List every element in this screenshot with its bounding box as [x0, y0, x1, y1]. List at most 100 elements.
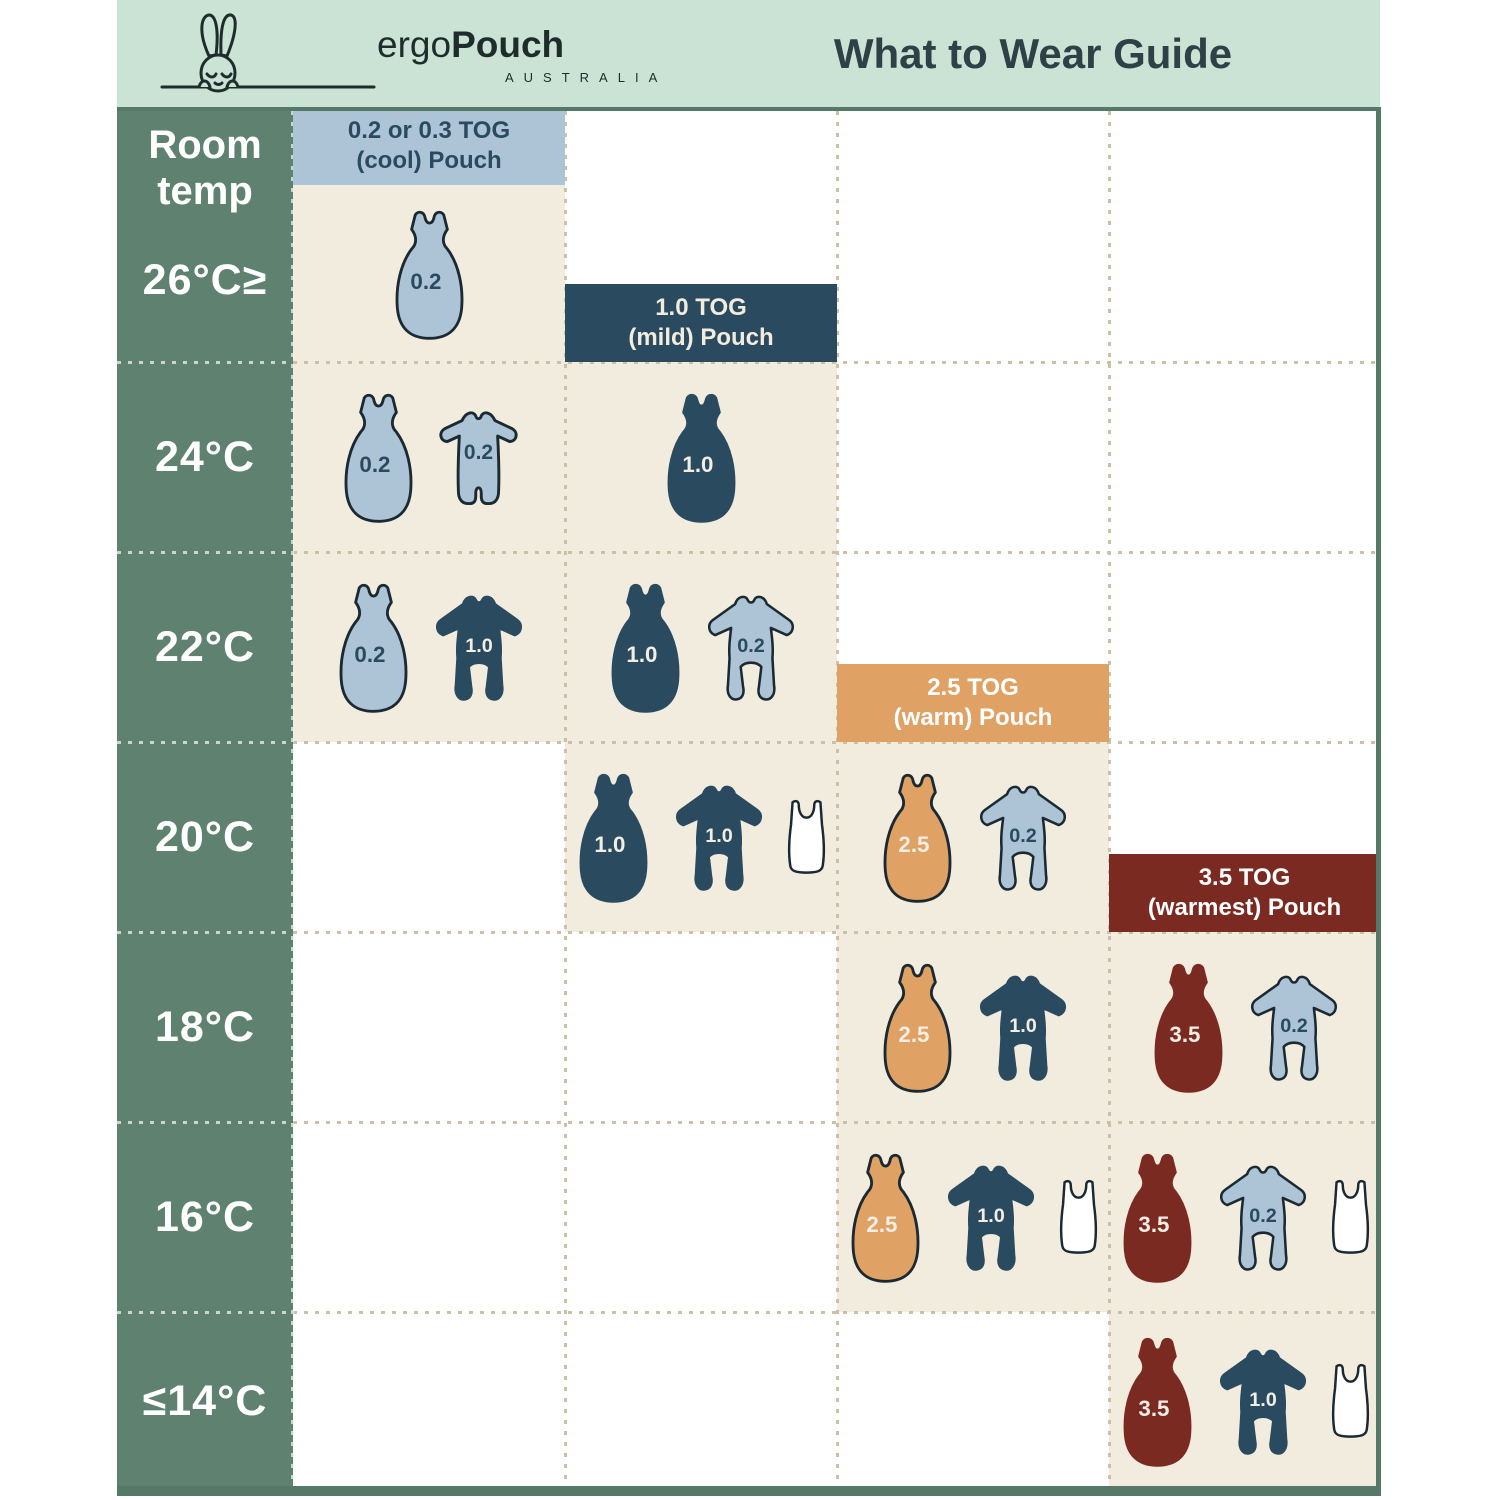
- tog-header-line2: (warmest) Pouch: [1147, 894, 1342, 921]
- tog-header-line2: (warm) Pouch: [893, 704, 1053, 731]
- sleepsuit-icon: 1.0: [979, 975, 1066, 1081]
- sleepsuit-icon: 1.0: [435, 595, 522, 701]
- grid-vline: [836, 111, 839, 1486]
- temp-label: 20°C: [154, 812, 256, 861]
- column-header-cool: 0.2 or 0.3 TOG (cool) Pouch: [293, 107, 565, 185]
- sleeping-pouch-icon: 1.0: [611, 583, 679, 713]
- romper-icon: 0.2: [439, 411, 518, 505]
- grid-hline: [117, 741, 293, 744]
- tog-label: 3.5: [1138, 1396, 1169, 1421]
- sleeping-pouch-icon: 0.2: [395, 210, 463, 340]
- sleepsuit-icon: 0.2: [1251, 975, 1337, 1081]
- tog-label: 3.5: [1138, 1212, 1169, 1237]
- singlet-icon: [1331, 1363, 1369, 1438]
- brand-country: AUSTRALIA: [505, 70, 668, 85]
- sleepsuit-icon: 1.0: [676, 785, 762, 891]
- tog-label: 1.0: [977, 1205, 1005, 1227]
- tog-label: 2.5: [898, 1022, 929, 1047]
- column-header-mild: 1.0 TOG (mild) Pouch: [565, 284, 837, 362]
- tog-label: 0.2: [464, 441, 493, 464]
- grid-hline: [117, 931, 293, 934]
- sleepsuit-icon: 1.0: [1219, 1349, 1306, 1455]
- grid-hline: [117, 1121, 293, 1124]
- tog-header-line1: 2.5 TOG: [927, 674, 1019, 701]
- singlet-icon: [787, 799, 826, 874]
- brand-suffix: Pouch: [451, 24, 565, 65]
- cell-items: 0.2: [293, 185, 565, 362]
- sleeping-pouch-icon: 2.5: [883, 963, 951, 1093]
- grid-vline: [1108, 111, 1111, 1486]
- table-top-border: [117, 107, 1380, 111]
- cell-items: 1.0: [565, 362, 837, 552]
- table-bottom-border: [117, 1486, 1380, 1496]
- sleepsuit-icon: 0.2: [707, 595, 794, 701]
- cell-items: 2.5 1.0: [837, 1122, 1109, 1312]
- sleeping-pouch-icon: 2.5: [851, 1153, 920, 1283]
- grid-vline: [291, 111, 294, 1486]
- singlet-icon: [1331, 1179, 1369, 1254]
- cell-items: 2.5 0.2: [837, 742, 1109, 932]
- tog-label: 2.5: [898, 832, 929, 857]
- sleeping-pouch-icon: 3.5: [1123, 1153, 1191, 1283]
- tog-label: 1.0: [682, 452, 713, 477]
- tog-label: 0.2: [737, 635, 765, 657]
- tog-label: 1.0: [594, 832, 625, 857]
- cell-items: 0.2 0.2: [293, 362, 565, 552]
- tog-header-line2: (cool) Pouch: [356, 147, 502, 174]
- sleepsuit-icon: 0.2: [1219, 1165, 1306, 1271]
- room-temp-column: [117, 107, 293, 1490]
- tog-label: 0.2: [1009, 825, 1037, 847]
- tog-label: 3.5: [1169, 1022, 1200, 1047]
- header-band: ergoPouch AUSTRALIA What to Wear Guide: [117, 0, 1380, 107]
- tog-label: 1.0: [1249, 1389, 1277, 1411]
- grid-hline: [117, 551, 293, 554]
- bunny-logo-icon: [160, 13, 376, 93]
- cell-items: 3.5 0.2: [1109, 1122, 1380, 1312]
- room-temp-heading: Room temp: [148, 123, 262, 213]
- column-header-warmest: 3.5 TOG (warmest) Pouch: [1109, 854, 1380, 932]
- tog-header-line1: 1.0 TOG: [655, 294, 747, 321]
- cell-items: 1.0 0.2: [565, 552, 837, 742]
- tog-header-line2: (mild) Pouch: [628, 324, 774, 351]
- temp-label: 16°C: [154, 1192, 256, 1241]
- tog-header-line1: 0.2 or 0.3 TOG: [347, 117, 511, 144]
- tog-label: 0.2: [1280, 1015, 1308, 1037]
- grid-hline: [117, 361, 293, 364]
- sleepsuit-icon: 1.0: [948, 1165, 1034, 1271]
- grid-hline: [117, 1311, 293, 1314]
- cell-items: 2.5 1.0: [837, 932, 1109, 1122]
- sleeping-pouch-icon: 2.5: [883, 773, 951, 903]
- grid-vline: [564, 111, 567, 1486]
- temp-label: 26°C≥: [142, 255, 268, 304]
- tog-label: 0.2: [1249, 1205, 1277, 1227]
- tog-label: 0.2: [410, 269, 441, 294]
- sleepsuit-icon: 0.2: [979, 785, 1066, 891]
- sleeping-pouch-icon: 1.0: [667, 393, 735, 523]
- tog-label: 1.0: [465, 635, 493, 657]
- tog-label: 1.0: [1009, 1015, 1037, 1037]
- tog-header-line1: 3.5 TOG: [1198, 864, 1291, 891]
- brand-name: ergoPouch: [377, 24, 564, 66]
- brand-prefix: ergo: [377, 24, 452, 65]
- tog-label: 2.5: [866, 1212, 897, 1237]
- sleeping-pouch-icon: 3.5: [1154, 963, 1223, 1093]
- tog-label: 1.0: [705, 825, 733, 847]
- cell-items: 0.2 1.0: [293, 552, 565, 742]
- table-right-border: [1376, 107, 1381, 1496]
- temp-label: 22°C: [154, 622, 256, 671]
- singlet-icon: [1059, 1179, 1098, 1254]
- temp-label: 24°C: [154, 432, 256, 481]
- tog-label: 1.0: [626, 642, 657, 667]
- column-header-warm: 2.5 TOG (warm) Pouch: [837, 664, 1109, 742]
- sleeping-pouch-icon: 3.5: [1123, 1337, 1191, 1467]
- temp-label: ≤14°C: [142, 1376, 268, 1425]
- page-title: What to Wear Guide: [833, 29, 1233, 77]
- cell-items: 3.5 0.2: [1109, 932, 1380, 1122]
- sleeping-pouch-icon: 0.2: [344, 393, 413, 523]
- title-wrap: What to Wear Guide: [767, 0, 1299, 107]
- tog-label: 0.2: [354, 642, 385, 667]
- sleeping-pouch-icon: 0.2: [339, 583, 407, 713]
- cell-items: 3.5 1.0: [1109, 1312, 1380, 1490]
